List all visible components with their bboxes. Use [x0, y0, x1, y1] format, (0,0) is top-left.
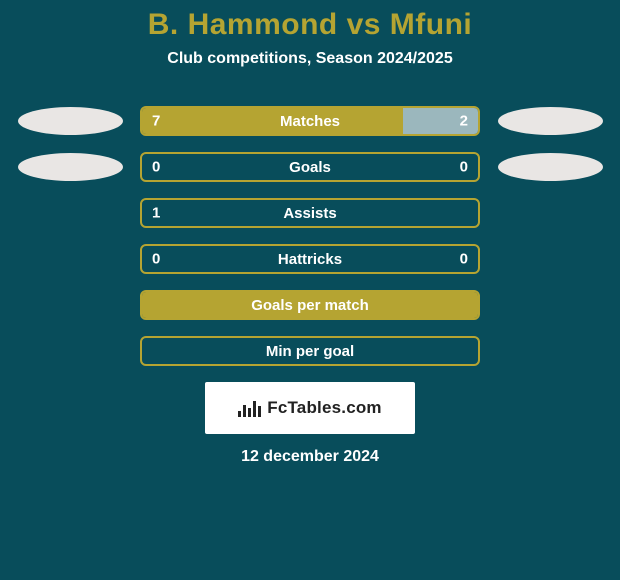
stat-row: Min per goal	[0, 328, 620, 374]
stat-value-right: 0	[460, 251, 468, 268]
stat-label: Min per goal	[142, 343, 478, 360]
right-side	[480, 107, 620, 135]
player-ellipse-left	[18, 107, 123, 135]
player-ellipse-right	[498, 153, 603, 181]
stat-bar: Min per goal	[140, 336, 480, 366]
stat-bar: Goals0 0	[140, 152, 480, 182]
stat-bar: Hattricks0 0	[140, 244, 480, 274]
bar-fill-left	[142, 292, 478, 318]
comparison-card: B. Hammond vs Mfuni Club competitions, S…	[0, 0, 620, 466]
stat-rows: Matches72Goals00Assists1Hattricks00Goals…	[0, 98, 620, 374]
stat-label: Hattricks	[142, 251, 478, 268]
stat-bar: Matches72	[140, 106, 480, 136]
stat-row: Matches72	[0, 98, 620, 144]
date-line: 12 december 2024	[0, 448, 620, 466]
stat-value-left: 1	[152, 205, 160, 222]
bars-icon	[238, 399, 261, 417]
stat-value-left: 0	[152, 251, 160, 268]
stat-bar: Assists1	[140, 198, 480, 228]
stat-row: Goals per match	[0, 282, 620, 328]
page-title: B. Hammond vs Mfuni	[0, 8, 620, 42]
stat-bar: Goals per match	[140, 290, 480, 320]
left-side	[0, 153, 140, 181]
right-side	[480, 153, 620, 181]
player-ellipse-left	[18, 153, 123, 181]
brand-text: FcTables.com	[267, 398, 382, 418]
stat-value-right: 0	[460, 159, 468, 176]
bar-fill-right	[403, 108, 478, 134]
subtitle: Club competitions, Season 2024/2025	[0, 50, 620, 68]
brand-badge: FcTables.com	[205, 382, 415, 434]
stat-label: Goals	[142, 159, 478, 176]
bar-fill-left	[142, 108, 403, 134]
stat-value-left: 0	[152, 159, 160, 176]
player-ellipse-right	[498, 107, 603, 135]
left-side	[0, 107, 140, 135]
stat-row: Goals0 0	[0, 144, 620, 190]
stat-row: Assists1	[0, 190, 620, 236]
stat-label: Assists	[142, 205, 478, 222]
stat-row: Hattricks0 0	[0, 236, 620, 282]
